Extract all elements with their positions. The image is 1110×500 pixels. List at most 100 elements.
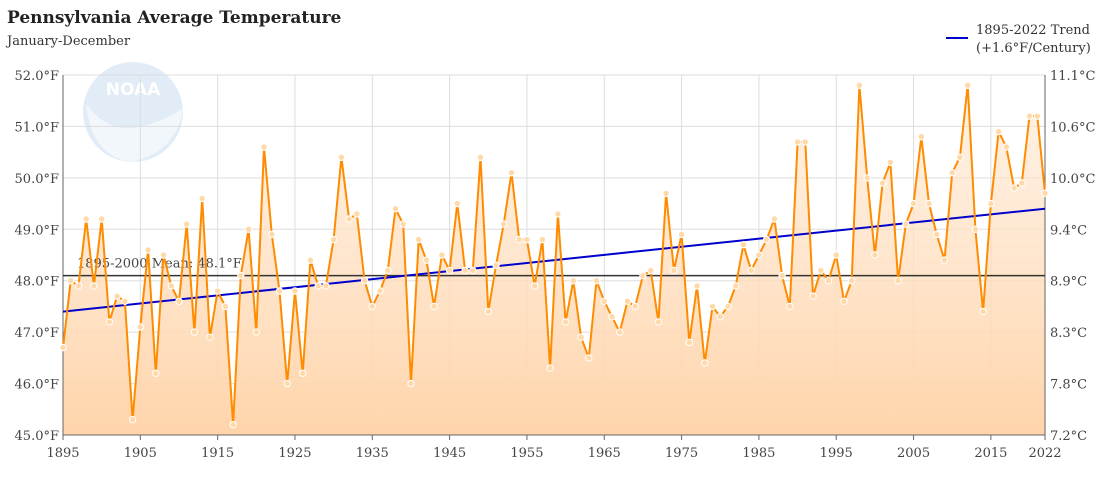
y-tick-label: 51.0°F (15, 120, 59, 135)
data-point (848, 277, 856, 285)
y2-tick-label: 7.8°C (1050, 378, 1087, 393)
data-point (523, 235, 531, 244)
y-tick-label: 52.0°F (15, 69, 59, 84)
data-point (964, 81, 972, 90)
x-tick-label: 1965 (588, 446, 621, 461)
data-point (422, 256, 431, 264)
data-point (322, 282, 330, 290)
x-tick-label: 1955 (510, 446, 543, 461)
x-tick-label: 2022 (1028, 446, 1061, 461)
data-point (693, 282, 701, 290)
data-point (685, 338, 693, 347)
data-point (98, 215, 106, 223)
y-axis-ticks-celsius: 7.2°C 7.8°C 8.3°C 8.9°C 9.4°C 10.0°C 10.6°C 11.… (1050, 69, 1095, 444)
data-point (1033, 112, 1042, 120)
data-point (229, 421, 237, 429)
data-point (863, 174, 871, 182)
data-point (213, 287, 222, 295)
data-point (577, 333, 585, 341)
data-point (368, 302, 376, 311)
chart-title: Pennsylvania Average Temperature (7, 8, 342, 28)
data-point (716, 313, 724, 321)
data-point (260, 143, 268, 151)
data-point (647, 266, 655, 275)
data-point (476, 153, 485, 162)
data-point (345, 215, 353, 223)
data-point (662, 189, 670, 198)
noaa-logo-icon: NOAA (83, 62, 183, 162)
data-point (948, 169, 956, 177)
data-point (105, 318, 114, 326)
y-tick-label: 46.0°F (15, 378, 59, 393)
data-point (221, 302, 230, 311)
data-point (824, 277, 833, 285)
x-tick-label: 1925 (278, 446, 311, 461)
data-point (167, 282, 176, 290)
data-point (600, 297, 608, 305)
y-tick-label: 45.0°F (15, 429, 59, 444)
x-tick-label: 1975 (665, 446, 698, 461)
data-point (484, 307, 492, 316)
data-point (940, 256, 949, 264)
data-point (592, 277, 601, 285)
y2-tick-label: 8.9°C (1050, 275, 1087, 290)
area-fill (63, 85, 1045, 436)
data-point (159, 251, 168, 259)
data-point (306, 256, 315, 264)
data-point (902, 220, 910, 228)
data-point (701, 359, 709, 367)
chart-area-fill (63, 85, 1045, 436)
data-point (244, 225, 253, 234)
data-point (237, 271, 245, 280)
data-point (708, 302, 717, 311)
data-point (956, 153, 964, 162)
data-point (407, 379, 415, 388)
data-point (399, 220, 407, 228)
data-point (855, 81, 864, 90)
y-axis-ticks-fahrenheit: 45.0°F 46.0°F 47.0°F 48.0°F 49.0°F 50.0°F 51.0… (15, 69, 59, 444)
y2-tick-label: 11.1°C (1050, 69, 1095, 84)
data-point (337, 153, 346, 162)
data-point (329, 235, 338, 244)
y2-tick-label: 7.2°C (1050, 429, 1087, 444)
data-point (391, 205, 400, 213)
data-point (747, 266, 755, 275)
data-point (654, 318, 663, 326)
x-axis-ticks: 1895 1905 1915 1925 1935 1945 1955 1965 1975 1985… (46, 435, 1062, 461)
data-point (469, 266, 477, 275)
data-point (608, 313, 616, 321)
data-point (538, 235, 547, 244)
data-point (878, 179, 887, 187)
data-point (113, 292, 121, 300)
data-point (59, 343, 67, 352)
data-point (283, 379, 291, 388)
data-point (1041, 189, 1049, 198)
data-point (453, 199, 461, 208)
data-point (461, 266, 469, 275)
data-point (275, 287, 284, 295)
data-point (144, 246, 152, 254)
data-point (809, 292, 817, 300)
temperature-line (62, 84, 1046, 426)
data-point (430, 302, 438, 311)
x-tick-label: 2015 (974, 446, 1007, 461)
data-point (121, 297, 129, 305)
data-point (840, 297, 848, 305)
data-point (639, 271, 647, 280)
data-point (507, 169, 516, 177)
trend-line (62, 207, 1046, 313)
data-point (531, 282, 539, 290)
data-point (515, 235, 523, 244)
data-point (817, 266, 825, 275)
data-point (770, 215, 779, 223)
data-point (183, 220, 191, 228)
x-tick-label: 1985 (742, 446, 775, 461)
data-point (987, 199, 995, 208)
data-point (90, 282, 98, 290)
data-point (793, 138, 802, 146)
data-point (136, 323, 145, 331)
data-point (376, 287, 384, 295)
temperature-points (59, 81, 1049, 429)
legend-trend-rate: (+1.6°F/Century) (976, 41, 1091, 56)
